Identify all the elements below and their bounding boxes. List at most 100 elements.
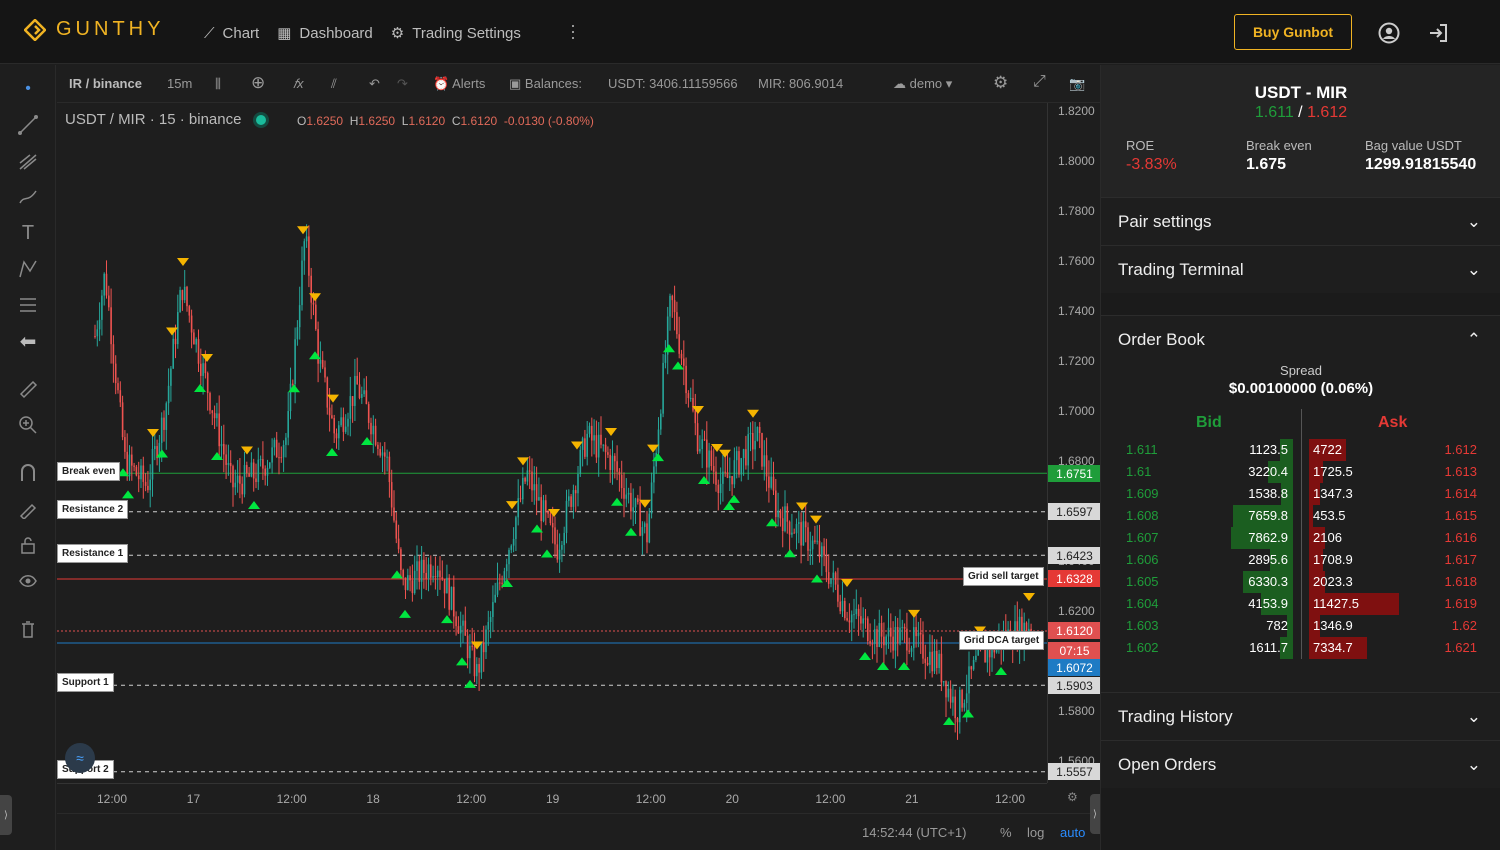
- candle-body: [482, 642, 485, 653]
- trash-icon[interactable]: [16, 617, 40, 641]
- spread-label: Spread: [1280, 363, 1322, 378]
- exchange-logo-icon[interactable]: ≈: [65, 743, 95, 773]
- price-tick-label: 1.6800: [1058, 454, 1095, 468]
- time-axis[interactable]: ⚙ 12:00 17 12:00 18 12:00 19 12:00 20 12:00 21 12:…: [57, 783, 1078, 813]
- fib-tool-icon[interactable]: [16, 149, 40, 173]
- candle-body: [510, 545, 513, 550]
- sell-marker: [241, 446, 253, 455]
- price-chart[interactable]: USDT / MIR · 15 · binance O1.6250 H1.625…: [57, 103, 1047, 783]
- candle-body: [588, 425, 591, 434]
- buy-marker: [288, 384, 300, 393]
- fullscreen-icon[interactable]: ⤢: [1033, 73, 1046, 90]
- alerts-button[interactable]: ⏰ Alerts: [433, 76, 485, 92]
- order-book-row[interactable]: 1.611 1123.5 4722 1.612: [1101, 439, 1500, 461]
- chart-settings-icon[interactable]: ⚙: [993, 73, 1009, 92]
- cursor-dot-icon[interactable]: •: [25, 80, 31, 97]
- sell-marker: [711, 444, 723, 452]
- axis-settings-icon[interactable]: ⚙: [1067, 790, 1078, 804]
- screenshot-icon[interactable]: 📷: [1069, 76, 1086, 91]
- trading-terminal-label: Trading Terminal: [1118, 259, 1244, 279]
- undo-icon[interactable]: ↶: [369, 76, 380, 91]
- order-book-section[interactable]: Order Book ⌃: [1101, 315, 1500, 363]
- nav-dashboard[interactable]: ▦ Dashboard: [277, 24, 373, 43]
- sell-marker: [974, 626, 986, 635]
- candle-body: [597, 434, 600, 458]
- candle-body: [901, 626, 904, 628]
- candle-body: [264, 468, 266, 476]
- log-scale-toggle[interactable]: log: [1027, 825, 1045, 840]
- legend-title: USDT / MIR · 15 · binance: [65, 111, 242, 128]
- candle-body: [211, 410, 214, 414]
- candle-body: [344, 426, 347, 432]
- symbol-selector[interactable]: IR / binance: [69, 76, 142, 91]
- order-book-row[interactable]: 1.602 1611.7 7334.7 1.621: [1101, 637, 1500, 659]
- percent-scale-toggle[interactable]: %: [1000, 825, 1012, 840]
- candle-body: [710, 450, 713, 467]
- candle-body: [561, 545, 563, 550]
- nav-trading-settings[interactable]: ⚙ Trading Settings: [391, 24, 521, 43]
- order-book-row[interactable]: 1.605 6330.3 2023.3 1.618: [1101, 571, 1500, 593]
- order-book-row[interactable]: 1.61 3220.4 1725.5 1.613: [1101, 461, 1500, 483]
- candle-body: [680, 353, 683, 359]
- price-axis[interactable]: 1.56001.58001.60001.62001.64001.66001.68…: [1047, 103, 1101, 783]
- magnet-icon[interactable]: [16, 461, 40, 485]
- pattern-icon[interactable]: [16, 257, 40, 281]
- auto-scale-toggle[interactable]: auto: [1060, 825, 1086, 840]
- user-account-icon[interactable]: [1378, 22, 1400, 49]
- text-tool-icon[interactable]: T: [21, 221, 35, 244]
- account-selector[interactable]: ☁ demo ▾: [893, 76, 953, 91]
- roe-value: -3.83%: [1126, 156, 1177, 173]
- interval-selector[interactable]: 15m: [167, 76, 193, 91]
- candle-body: [945, 681, 947, 698]
- measure-lines-icon[interactable]: [16, 293, 40, 317]
- order-book-row[interactable]: 1.608 7659.8 453.5 1.615: [1101, 505, 1500, 527]
- candle-body: [738, 451, 740, 475]
- nav-chart[interactable]: ⟋ Chart: [204, 24, 259, 42]
- candle-body: [910, 648, 913, 652]
- buy-gunbot-button[interactable]: Buy Gunbot: [1234, 14, 1352, 50]
- more-menu-icon[interactable]: · · ·: [570, 15, 576, 47]
- collapse-right-handle[interactable]: ⟩: [1090, 794, 1100, 834]
- bid-price: 1.608: [1126, 508, 1159, 523]
- trading-terminal-section[interactable]: Trading Terminal ⌄: [1101, 245, 1500, 293]
- account-label: demo: [909, 76, 943, 91]
- candle-body: [390, 482, 393, 508]
- open-orders-section[interactable]: Open Orders ⌄: [1101, 740, 1500, 788]
- candle-body: [117, 383, 119, 391]
- brush-icon[interactable]: [16, 185, 40, 209]
- trading-history-section[interactable]: Trading History ⌄: [1101, 692, 1500, 740]
- candle-body: [340, 417, 342, 426]
- bag-value: 1299.91815540: [1365, 156, 1477, 173]
- sell-marker: [647, 444, 659, 453]
- lock-drawing-icon[interactable]: [16, 497, 40, 521]
- pair-settings-section[interactable]: Pair settings ⌄: [1101, 197, 1500, 245]
- candle-body: [183, 286, 186, 301]
- ruler-icon[interactable]: [16, 377, 40, 401]
- collapse-left-handle[interactable]: ⟩: [0, 795, 12, 835]
- logout-icon[interactable]: [1427, 22, 1449, 49]
- back-arrow-icon[interactable]: ⬅: [19, 330, 37, 353]
- add-compare-icon[interactable]: ⊕: [251, 73, 266, 92]
- candle-body: [627, 492, 630, 495]
- trend-line-icon[interactable]: [16, 113, 40, 137]
- order-book-row[interactable]: 1.607 7862.9 2106 1.616: [1101, 527, 1500, 549]
- unlock-icon[interactable]: [16, 533, 40, 557]
- zoom-in-icon[interactable]: [16, 413, 40, 437]
- order-book-row[interactable]: 1.606 2895.6 1708.9 1.617: [1101, 549, 1500, 571]
- eye-icon[interactable]: [16, 569, 40, 593]
- resistance-1-price-tag: 1.6423: [1048, 547, 1101, 564]
- support-1-label: Support 1: [57, 673, 114, 692]
- candle-body: [908, 650, 910, 652]
- order-book-row[interactable]: 1.609 1538.8 1347.3 1.614: [1101, 483, 1500, 505]
- candle-countdown-tag: 07:15: [1048, 642, 1101, 659]
- redo-icon[interactable]: ↷: [397, 76, 408, 91]
- ask-price: 1.619: [1444, 596, 1477, 611]
- candle-body: [540, 497, 542, 522]
- templates-icon[interactable]: ⫽: [331, 76, 337, 91]
- candle-type-icon[interactable]: ⫼: [215, 76, 221, 91]
- order-book-row[interactable]: 1.603 782 1346.9 1.62: [1101, 615, 1500, 637]
- brand-logo[interactable]: GUNTHY: [24, 18, 164, 41]
- indicators-icon[interactable]: 𝑓x: [293, 76, 304, 91]
- buy-marker: [464, 679, 476, 688]
- order-book-row[interactable]: 1.604 4153.9 11427.5 1.619: [1101, 593, 1500, 615]
